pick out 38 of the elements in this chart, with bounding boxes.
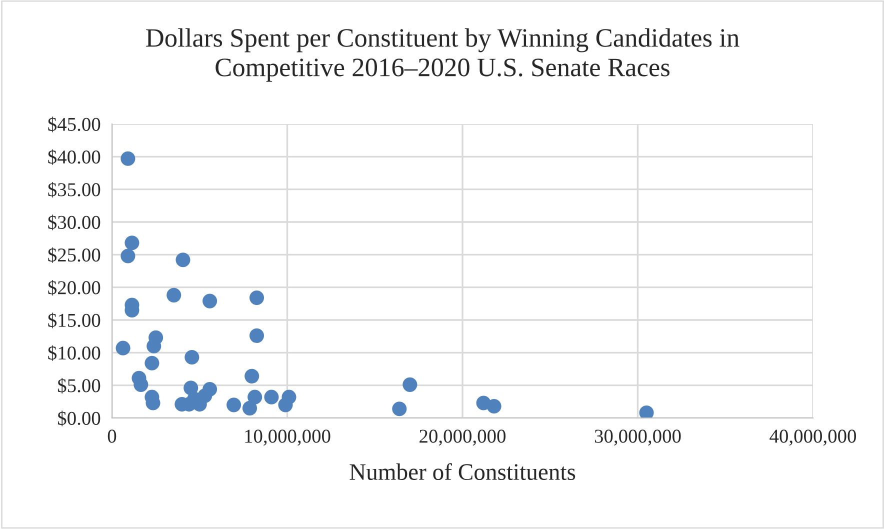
y-tick-label: $5.00 bbox=[58, 378, 100, 394]
point bbox=[226, 398, 242, 412]
x-tick-label: 0 bbox=[108, 430, 116, 443]
point bbox=[184, 350, 200, 365]
point bbox=[176, 252, 190, 268]
point bbox=[248, 390, 262, 404]
point bbox=[392, 402, 407, 416]
y-tick-label: $10.00 bbox=[48, 345, 100, 361]
point bbox=[144, 356, 160, 370]
x-tick-label: 10,000,000 bbox=[245, 430, 330, 446]
point bbox=[244, 368, 260, 384]
point bbox=[249, 328, 264, 343]
y-tick-label: $45.00 bbox=[48, 116, 100, 132]
y-tick-label: $25.00 bbox=[48, 247, 100, 263]
point bbox=[166, 288, 182, 302]
y-tick-label: $20.00 bbox=[48, 280, 100, 296]
y-tick-label: $30.00 bbox=[48, 214, 100, 230]
x-tick-label: 20,000,000 bbox=[420, 430, 506, 446]
y-tick-label: $15.00 bbox=[48, 312, 100, 328]
point bbox=[249, 290, 264, 306]
y-tick-label: $35.00 bbox=[48, 182, 100, 198]
point bbox=[242, 400, 258, 416]
point bbox=[120, 151, 136, 166]
point bbox=[146, 338, 162, 354]
point bbox=[124, 236, 140, 250]
point bbox=[116, 340, 130, 356]
x-tick-label: 30,000,000 bbox=[594, 430, 681, 446]
point bbox=[120, 248, 136, 264]
chart-title: Dollars Spent per Constituent by Winning Candidates in Competitive 2016–2020 U.S. Senate Races bbox=[146, 28, 740, 82]
point bbox=[402, 377, 418, 392]
y-tick-label: $0.00 bbox=[58, 410, 100, 426]
point bbox=[264, 390, 279, 404]
point bbox=[202, 294, 218, 308]
point bbox=[278, 398, 293, 412]
point bbox=[486, 398, 502, 414]
x-tick-label: 40,000,000 bbox=[770, 430, 856, 446]
x-axis-title: Number of Constituents bbox=[350, 463, 576, 480]
y-tick-label: $40.00 bbox=[48, 149, 100, 165]
